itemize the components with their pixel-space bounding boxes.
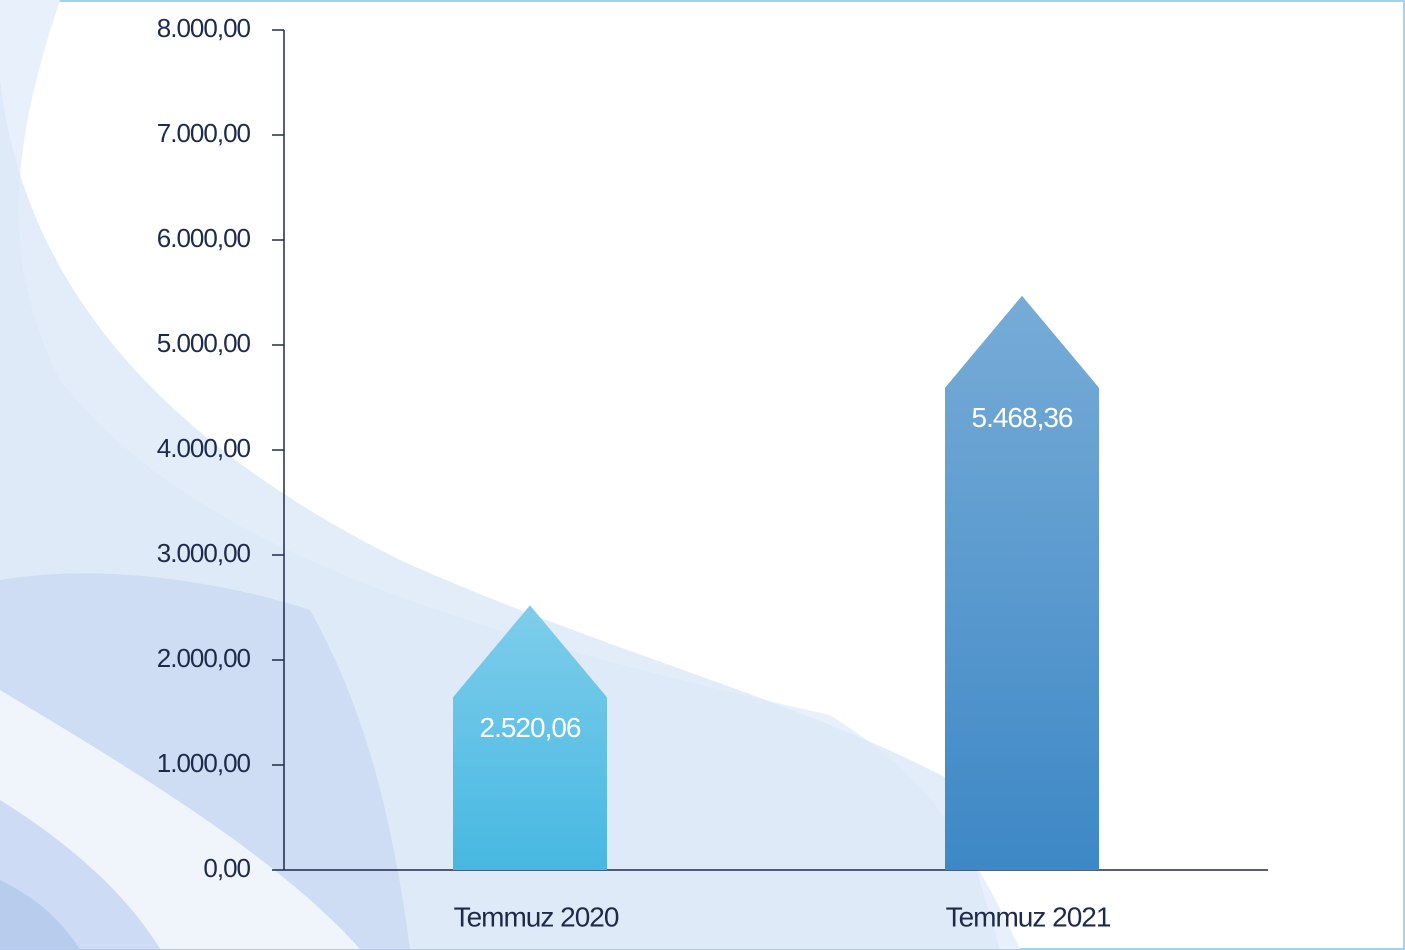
bar <box>945 295 1099 870</box>
y-tick-label: 1.000,00 <box>157 748 251 778</box>
y-tick-label: 7.000,00 <box>157 118 251 148</box>
y-tick-label: 3.000,00 <box>157 538 251 568</box>
x-tick-label: Temmuz 2021 <box>946 901 1111 932</box>
y-tick-label: 4.000,00 <box>157 433 251 463</box>
x-tick-label: Temmuz 2020 <box>454 901 619 932</box>
y-tick-label: 2.000,00 <box>157 643 251 673</box>
y-tick-label: 8.000,00 <box>157 13 251 43</box>
y-tick-label: 0,00 <box>203 853 250 883</box>
value-label: 2.520,06 <box>480 712 581 743</box>
y-tick-label: 5.000,00 <box>157 328 251 358</box>
value-label: 5.468,36 <box>972 402 1073 433</box>
y-tick-label: 6.000,00 <box>157 223 251 253</box>
